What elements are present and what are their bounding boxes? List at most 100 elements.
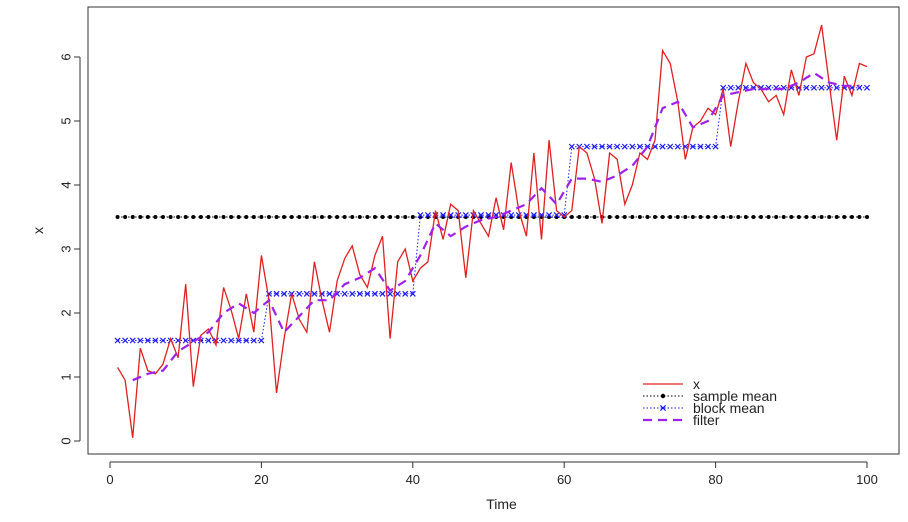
sample-mean-point: [706, 215, 711, 219]
y-tick-label: 3: [59, 245, 74, 252]
block-mean-point: [568, 143, 575, 150]
sample-mean-point: [312, 215, 317, 219]
block-mean-point: [311, 290, 318, 297]
sample-mean-point: [683, 215, 688, 219]
block-mean-point: [356, 290, 363, 297]
block-mean-point: [394, 290, 401, 297]
sample-mean-point: [804, 215, 809, 219]
block-mean-point: [341, 290, 348, 297]
block-mean-point: [803, 84, 810, 91]
sample-mean-point: [236, 215, 241, 219]
block-mean-point: [144, 337, 151, 344]
sample-mean-point: [138, 215, 143, 219]
sample-mean-point: [274, 215, 279, 219]
sample-mean-point: [297, 215, 302, 219]
sample-mean-point: [698, 215, 703, 219]
sample-mean-point: [637, 215, 642, 219]
block-mean-point: [591, 143, 598, 150]
block-mean-point: [810, 84, 818, 91]
sample-mean-point: [206, 215, 211, 219]
block-mean-point: [235, 337, 242, 344]
block-mean-point: [303, 290, 310, 297]
block-mean-point: [190, 337, 197, 344]
x-tick-label: 60: [557, 472, 571, 487]
block-mean-point: [258, 337, 265, 344]
x-tick-label: 20: [254, 472, 268, 487]
sample-mean-point: [395, 215, 400, 219]
block-mean-point: [205, 337, 212, 344]
block-mean-point: [296, 290, 303, 297]
sample-mean-point: [849, 215, 854, 219]
sample-mean-point: [410, 215, 415, 219]
sample-mean-point: [781, 215, 786, 219]
y-tick-label: 1: [59, 373, 74, 380]
sample-mean-point: [319, 215, 324, 219]
sample-mean-point: [842, 215, 847, 219]
sample-mean-point: [372, 215, 377, 219]
block-mean-point: [689, 143, 696, 150]
x-tick-label: 0: [106, 472, 113, 487]
block-mean-point: [326, 290, 333, 297]
sample-mean-point: [690, 215, 695, 219]
sample-mean-point: [774, 215, 779, 219]
block-mean-point: [281, 290, 288, 297]
block-mean-point: [273, 290, 280, 297]
block-mean-point: [114, 337, 121, 344]
sample-mean-point: [827, 215, 832, 219]
block-mean-point: [735, 84, 742, 91]
sample-mean-point: [653, 215, 658, 219]
y-tick-label: 4: [59, 181, 74, 188]
x-tick-label: 40: [406, 472, 420, 487]
block-mean-point: [530, 212, 537, 219]
block-mean-point: [629, 143, 636, 150]
block-mean-point: [371, 290, 378, 297]
sample-mean-point: [766, 215, 771, 219]
x-axis: 0 20 40 60 80 100: [106, 461, 878, 487]
block-mean-point: [424, 212, 431, 219]
legend-label: x: [693, 376, 700, 392]
block-mean-point: [583, 143, 590, 150]
legend-marker-sample-mean: [660, 393, 666, 399]
block-mean-point: [364, 290, 371, 297]
y-tick-label: 0: [59, 437, 74, 444]
sample-mean-point: [123, 215, 128, 219]
sample-mean-point: [130, 215, 135, 219]
y-axis-title: x: [30, 227, 46, 234]
block-mean-point: [599, 143, 606, 150]
legend-label: sample mean: [693, 388, 777, 404]
block-mean-point: [182, 337, 189, 344]
block-mean-point: [561, 212, 568, 219]
sample-mean-point: [857, 215, 862, 219]
block-mean-point: [250, 337, 257, 344]
block-mean-point: [137, 337, 144, 344]
sample-mean-point: [176, 215, 181, 219]
block-mean-point: [122, 337, 129, 344]
sample-mean-point: [244, 215, 249, 219]
sample-mean-point: [191, 215, 196, 219]
block-mean-point: [129, 337, 136, 344]
x-tick-label: 100: [856, 472, 878, 487]
block-mean-point: [712, 143, 719, 150]
y-tick-label: 5: [59, 117, 74, 124]
x-axis-title: Time: [486, 496, 517, 512]
block-mean-point: [409, 290, 416, 297]
sample-mean-point: [183, 215, 188, 219]
block-mean-point: [621, 143, 628, 150]
block-mean-point: [863, 84, 871, 91]
sample-mean-point: [607, 215, 612, 219]
series-filter-line: [132, 71, 860, 382]
sample-mean-point: [289, 215, 294, 219]
sample-mean-point: [251, 215, 256, 219]
sample-mean-point: [342, 215, 347, 219]
block-mean-point: [508, 212, 515, 219]
sample-mean-point: [592, 215, 597, 219]
block-mean-point: [674, 143, 681, 150]
block-mean-point: [379, 290, 386, 297]
sample-mean-point: [153, 215, 158, 219]
sample-mean-point: [812, 215, 817, 219]
block-mean-point: [636, 143, 643, 150]
block-mean-point: [667, 143, 674, 150]
series-layer: [114, 24, 871, 438]
